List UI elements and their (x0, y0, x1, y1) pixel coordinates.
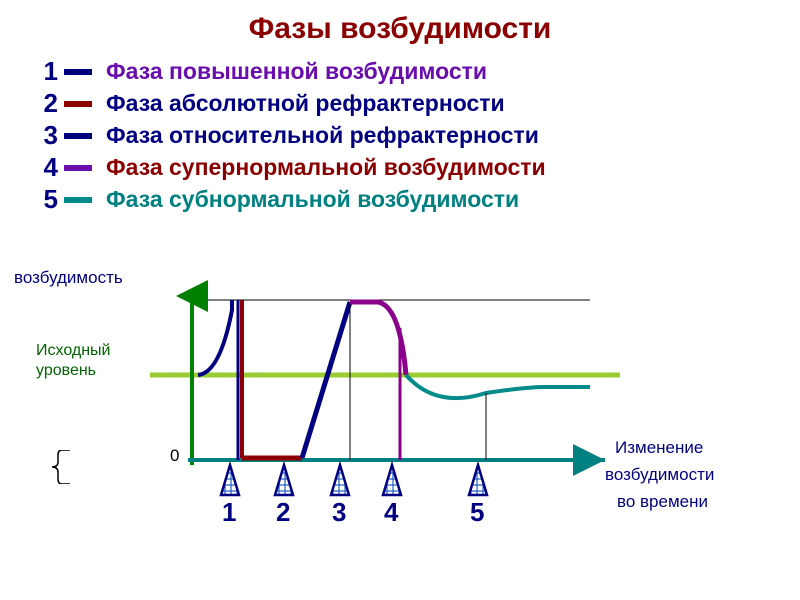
legend-list: 1 Фаза повышенной возбудимости 2 Фаза абсол… (30, 56, 800, 215)
legend-row-1: 1 Фаза повышенной возбудимости (30, 56, 800, 87)
phase-number-3: 3 (332, 497, 346, 528)
chart-svg (0, 260, 800, 560)
legend-num: 2 (30, 88, 58, 119)
phase-number-2: 2 (276, 497, 290, 528)
legend-row-3: 3 Фаза относительной рефрактерности (30, 120, 800, 151)
legend-text: Фаза супернормальной возбудимости (106, 154, 546, 181)
x-axis-label-2: возбудимости (605, 465, 714, 485)
chart-area: возбудимость Исходный уровень 0 Изменени… (0, 260, 800, 600)
legend-text: Фаза субнормальной возбудимости (106, 186, 519, 213)
legend-dash-icon (64, 165, 92, 171)
phase-number-5: 5 (470, 497, 484, 528)
legend-num: 1 (30, 56, 58, 87)
legend-dash-icon (64, 133, 92, 139)
legend-num: 4 (30, 152, 58, 183)
legend-row-5: 5 Фаза субнормальной возбудимости (30, 184, 800, 215)
legend-dash-icon (64, 69, 92, 75)
page-title: Фазы возбудимости (0, 12, 800, 46)
legend-dash-icon (64, 101, 92, 107)
legend-num: 3 (30, 120, 58, 151)
legend-dash-icon (64, 197, 92, 203)
phase-number-4: 4 (384, 497, 398, 528)
legend-text: Фаза повышенной возбудимости (106, 58, 487, 85)
legend-text: Фаза относительной рефрактерности (106, 122, 539, 149)
legend-num: 5 (30, 184, 58, 215)
x-axis-label-3: во времени (617, 492, 708, 512)
legend-row-4: 4 Фаза супернормальной возбудимости (30, 152, 800, 183)
phase-number-1: 1 (222, 497, 236, 528)
x-axis-label-1: Изменение (615, 438, 703, 458)
legend-text: Фаза абсолютной рефрактерности (106, 90, 505, 117)
legend-row-2: 2 Фаза абсолютной рефрактерности (30, 88, 800, 119)
